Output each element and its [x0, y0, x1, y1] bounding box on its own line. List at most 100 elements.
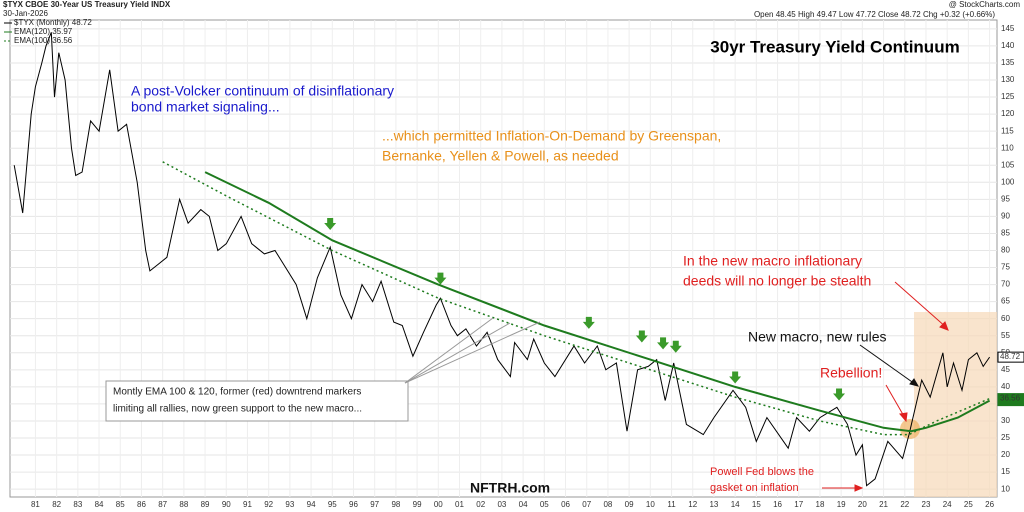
y-tick-label: 55 — [1001, 331, 1010, 340]
x-tick-label: 05 — [540, 500, 549, 509]
x-tick-label: 06 — [561, 500, 570, 509]
y-tick-label: 145 — [1001, 24, 1015, 33]
y-tick-label: 25 — [1001, 433, 1010, 442]
x-tick-label: 17 — [794, 500, 803, 509]
y-tick-label: 10 — [1001, 484, 1010, 493]
marker-arrow — [833, 388, 846, 401]
x-tick-label: 01 — [455, 500, 464, 509]
legend-label: EMA(120) 35.97 — [14, 27, 73, 36]
x-tick-label: 10 — [646, 500, 655, 509]
x-tick-label: 93 — [285, 500, 294, 509]
marker-arrow — [729, 371, 742, 384]
y-tick-label: 30 — [1001, 416, 1010, 425]
x-tick-label: 20 — [858, 500, 867, 509]
x-tick-label: 14 — [731, 500, 740, 509]
y-tick-label: 20 — [1001, 450, 1010, 459]
y-tick-label: 135 — [1001, 58, 1015, 67]
annotation: NFTRH.com — [470, 480, 550, 496]
grid — [10, 20, 997, 497]
x-tick-label: 25 — [964, 500, 973, 509]
marker-arrow — [657, 337, 670, 350]
highlight-zone — [914, 312, 997, 497]
marker-arrow — [324, 218, 337, 231]
y-tick-label: 65 — [1001, 297, 1010, 306]
y-tick-label: 100 — [1001, 177, 1015, 186]
x-tick-label: 84 — [95, 500, 104, 509]
x-tick-label: 08 — [603, 500, 612, 509]
x-tick-label: 91 — [243, 500, 252, 509]
y-tick-label: 140 — [1001, 41, 1015, 50]
arrowhead — [909, 378, 920, 387]
x-tick-label: 18 — [816, 500, 825, 509]
red-arrows — [822, 281, 949, 492]
arrowhead — [854, 484, 864, 492]
date: 30-Jan-2026 — [3, 9, 48, 18]
x-tick-label: 81 — [31, 500, 40, 509]
x-tick-label: 86 — [137, 500, 146, 509]
x-tick-label: 11 — [667, 500, 676, 509]
value-label: 36.56 — [1000, 394, 1021, 403]
source: @ StockCharts.com — [949, 0, 1021, 9]
annotation: A post-Volcker continuum of disinflation… — [131, 83, 394, 99]
y-tick-label: 85 — [1001, 229, 1010, 238]
series-line — [162, 161, 990, 436]
series-line — [204, 171, 991, 433]
x-tick-label: 82 — [52, 500, 61, 509]
x-tick-label: 96 — [349, 500, 358, 509]
note-box — [105, 380, 409, 422]
annotation: deeds will no longer be stealth — [683, 273, 871, 289]
x-tick-label: 22 — [900, 500, 909, 509]
quote: Open 48.45 High 49.47 Low 47.72 Close 48… — [754, 10, 995, 19]
x-tick-label: 04 — [519, 500, 528, 509]
pointer-lines — [404, 317, 541, 384]
x-tick-label: 95 — [328, 500, 337, 509]
value-label-box — [997, 393, 1024, 405]
annotation: Montly EMA 100 & 120, former (red) downt… — [113, 387, 361, 398]
x-tick-label: 21 — [879, 500, 888, 509]
y-tick-label: 45 — [1001, 365, 1010, 374]
y-tick-label: 40 — [1001, 382, 1010, 391]
symbol: $TYX CBOE 30-Year US Treasury Yield INDX — [3, 0, 171, 9]
marker-arrow — [635, 330, 648, 343]
value-label-box — [997, 351, 1024, 363]
y-tick-label: 110 — [1001, 143, 1014, 152]
y-tick-label: 115 — [1001, 126, 1014, 135]
x-tick-label: 02 — [476, 500, 485, 509]
arrowhead — [939, 321, 949, 331]
annotation: Bernanke, Yellen & Powell, as needed — [382, 148, 619, 164]
marker-arrow — [669, 340, 682, 353]
x-tick-label: 12 — [688, 500, 697, 509]
x-tick-label: 87 — [158, 500, 167, 509]
annotation: bond market signaling... — [131, 99, 280, 115]
arrow-line — [859, 344, 916, 385]
x-tick-label: 07 — [582, 500, 591, 509]
y-tick-label: 105 — [1001, 160, 1015, 169]
x-tick-label: 85 — [116, 500, 125, 509]
x-tick-label: 13 — [709, 500, 718, 509]
annotation: Powell Fed blows the — [710, 466, 814, 478]
header-bar — [0, 0, 1024, 10]
x-tick-label: 19 — [837, 500, 846, 509]
x-tick-label: 83 — [73, 500, 82, 509]
x-tick-label: 92 — [264, 500, 273, 509]
x-tick-label: 03 — [497, 500, 506, 509]
x-tick-label: 00 — [434, 500, 443, 509]
chart-title: 30yr Treasury Yield Continuum — [710, 37, 959, 56]
arrow-line — [894, 281, 948, 329]
y-tick-label: 75 — [1001, 263, 1010, 272]
plot-frame — [9, 19, 998, 498]
pointer-line — [404, 322, 511, 384]
x-tick-label: 94 — [307, 500, 316, 509]
legend-label: EMA(100) 36.56 — [14, 36, 73, 45]
x-tick-label: 88 — [179, 500, 188, 509]
x-tick-label: 09 — [625, 500, 634, 509]
arrowhead — [899, 412, 908, 423]
annotation: gasket on inflation — [710, 482, 799, 494]
marker-arrow — [434, 272, 447, 285]
black-arrow — [859, 344, 920, 387]
annotation: ...which permitted Inflation-On-Demand b… — [382, 128, 721, 144]
pointer-line — [404, 321, 541, 384]
x-tick-label: 24 — [943, 500, 952, 509]
y-tick-label: 90 — [1001, 212, 1010, 221]
